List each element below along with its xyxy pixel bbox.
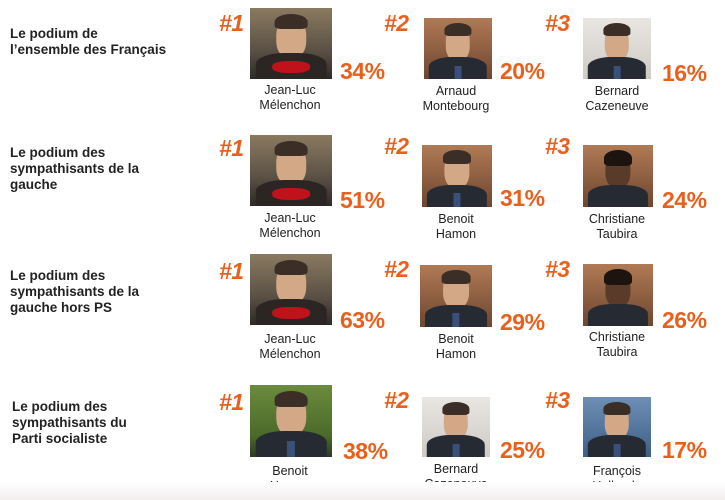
percent-value: 17% <box>662 437 707 463</box>
row-title: Le podium des sympathisants de la gauche… <box>10 268 140 315</box>
percent-value: 38% <box>343 438 388 464</box>
percent-value: 20% <box>500 58 545 84</box>
candidate-name: Christiane Taubira <box>588 212 646 241</box>
jean-luc-melenchon-photo <box>250 135 332 206</box>
percent-value: 51% <box>340 187 385 213</box>
benoit-hamon-photo <box>420 265 492 327</box>
percent-value: 16% <box>662 60 707 86</box>
rank-label: #1 <box>219 258 244 284</box>
candidate-name: Jean-Luc Mélenchon <box>259 332 321 361</box>
podium-row-all-french: Le podium de l’ensemble des Français #1 … <box>0 0 725 120</box>
percent-value: 25% <box>500 437 545 463</box>
percent-value: 26% <box>662 307 707 333</box>
candidate-name: Christiane Taubira <box>588 330 646 359</box>
christiane-taubira-photo <box>583 145 653 207</box>
rank-label: #3 <box>545 256 570 282</box>
podium-row-left-excluding-ps: Le podium des sympathisants de la gauche… <box>0 250 725 370</box>
candidate-name: Bernard Cazeneuve <box>585 84 649 113</box>
benoit-hamon-photo <box>250 385 332 457</box>
rank-label: #2 <box>384 256 409 282</box>
percent-value: 31% <box>500 185 545 211</box>
footer-decoration <box>0 482 725 500</box>
bernard-cazeneuve-photo <box>583 18 651 79</box>
percent-value: 34% <box>340 58 385 84</box>
rank-label: #1 <box>219 389 244 415</box>
rank-label: #1 <box>219 135 244 161</box>
row-title: Le podium des sympathisants de la gauche <box>10 145 140 192</box>
candidate-name: Benoit Hamon <box>435 212 477 241</box>
candidate-name: Jean-Luc Mélenchon <box>259 83 321 112</box>
rank-label: #2 <box>384 10 409 36</box>
rank-label: #2 <box>384 387 409 413</box>
jean-luc-melenchon-photo <box>250 8 332 79</box>
candidate-name: Jean-Luc Mélenchon <box>259 211 321 240</box>
rank-label: #1 <box>219 10 244 36</box>
rank-label: #3 <box>545 387 570 413</box>
bernard-cazeneuve-photo <box>422 397 490 457</box>
christiane-taubira-photo <box>583 264 653 326</box>
percent-value: 24% <box>662 187 707 213</box>
arnaud-montebourg-photo <box>424 18 492 79</box>
francois-hollande-photo <box>583 397 651 457</box>
benoit-hamon-photo <box>422 145 492 207</box>
rank-label: #2 <box>384 133 409 159</box>
percent-value: 29% <box>500 309 545 335</box>
podium-row-socialist-party: Le podium des sympathisants du Parti soc… <box>0 375 725 495</box>
rank-label: #3 <box>545 10 570 36</box>
candidate-name: Benoit Hamon <box>435 332 477 361</box>
row-title: Le podium de l’ensemble des Français <box>10 26 167 57</box>
rank-label: #3 <box>545 133 570 159</box>
jean-luc-melenchon-photo <box>250 254 332 325</box>
podium-row-left-sympathizers: Le podium des sympathisants de la gauche… <box>0 125 725 245</box>
candidate-name: Arnaud Montebourg <box>422 84 490 113</box>
percent-value: 63% <box>340 307 385 333</box>
row-title: Le podium des sympathisants du Parti soc… <box>12 399 127 446</box>
